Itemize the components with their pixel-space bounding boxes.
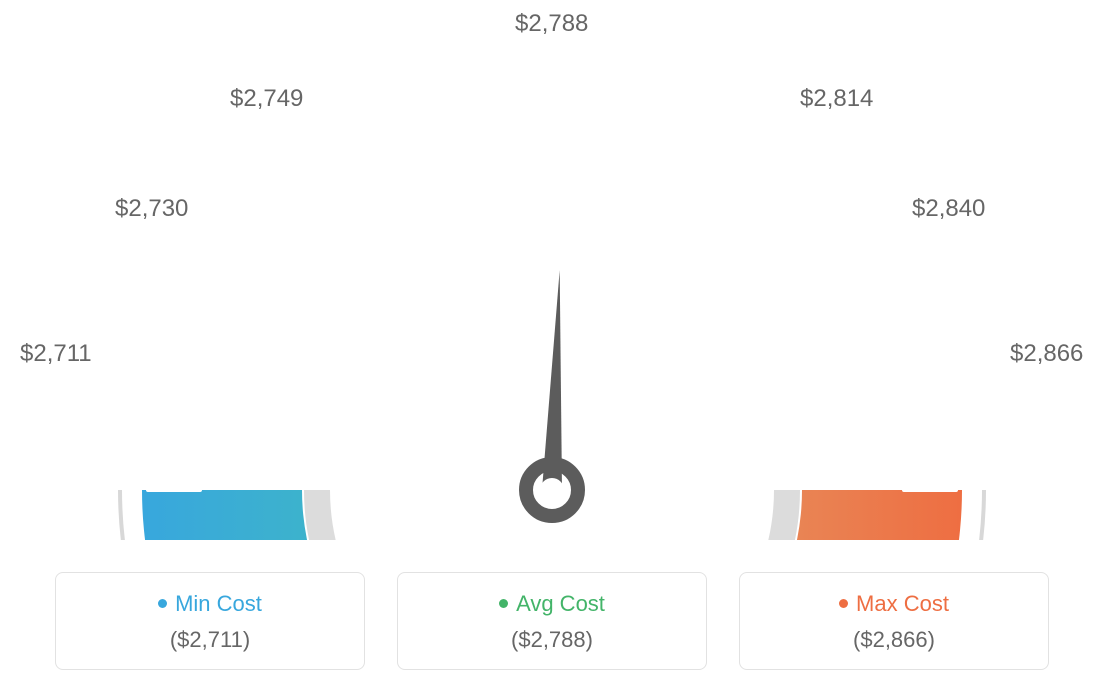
legend-card: Max Cost ($2,866) <box>739 572 1049 670</box>
legend-title-text: Max Cost <box>856 591 949 616</box>
legend-title: Min Cost <box>56 591 364 617</box>
gauge-tick-label: $2,788 <box>515 10 588 38</box>
legend-value: ($2,866) <box>740 627 1048 653</box>
cost-gauge-chart: $2,711 $2,730 $2,749 $2,788 $2,814 $2,840 $2,8… <box>0 0 1104 560</box>
legend-title: Max Cost <box>740 591 1048 617</box>
gauge-tick-label: $2,711 <box>20 340 92 368</box>
legend-dot-icon <box>499 599 508 608</box>
legend-value: ($2,711) <box>56 627 364 653</box>
legend-value: ($2,788) <box>398 627 706 653</box>
gauge-tick-label: $2,749 <box>230 85 303 113</box>
legend-card: Min Cost ($2,711) <box>55 572 365 670</box>
gauge-tick-label: $2,814 <box>800 85 873 113</box>
legend-title-text: Avg Cost <box>516 591 605 616</box>
legend-card: Avg Cost ($2,788) <box>397 572 707 670</box>
legend-dot-icon <box>158 599 167 608</box>
legend-dot-icon <box>839 599 848 608</box>
gauge-svg <box>82 20 1022 540</box>
gauge-tick-label: $2,730 <box>115 195 188 223</box>
legend-title: Avg Cost <box>398 591 706 617</box>
gauge-tick-label: $2,840 <box>912 195 985 223</box>
legend-row: Min Cost ($2,711) Avg Cost ($2,788) Max Cost… <box>0 572 1104 670</box>
gauge-tick-label: $2,866 <box>1010 340 1083 368</box>
legend-title-text: Min Cost <box>175 591 262 616</box>
